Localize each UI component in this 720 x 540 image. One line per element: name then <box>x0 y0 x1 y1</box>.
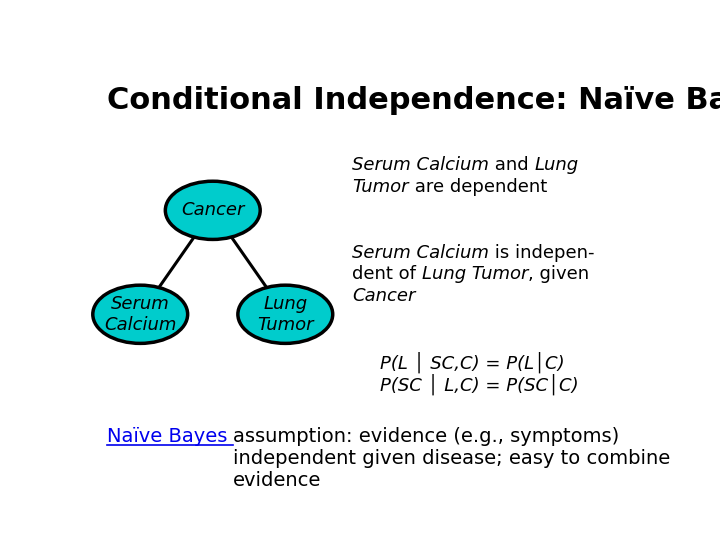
Ellipse shape <box>93 285 188 343</box>
Text: is indepen-: is indepen- <box>489 244 595 261</box>
Text: Lung
Tumor: Lung Tumor <box>257 295 313 334</box>
Text: Serum
Calcium: Serum Calcium <box>104 295 176 334</box>
Text: Naïve Bayes: Naïve Bayes <box>107 427 233 446</box>
Text: , given: , given <box>528 265 590 283</box>
Text: Lung Tumor: Lung Tumor <box>422 265 528 283</box>
Text: Cancer: Cancer <box>181 201 245 219</box>
Text: and: and <box>489 156 534 174</box>
Text: assumption: evidence (e.g., symptoms)
independent given disease; easy to combine: assumption: evidence (e.g., symptoms) in… <box>233 427 670 490</box>
Ellipse shape <box>166 181 260 239</box>
Text: P(L │ SC,C) = P(L│C): P(L │ SC,C) = P(L│C) <box>380 352 564 373</box>
Text: Tumor: Tumor <box>352 178 409 196</box>
Text: Serum Calcium: Serum Calcium <box>352 244 489 261</box>
Text: P(SC │ L,C) = P(SC│C): P(SC │ L,C) = P(SC│C) <box>380 373 579 395</box>
Text: Serum Calcium: Serum Calcium <box>352 156 489 174</box>
Text: are dependent: are dependent <box>409 178 547 196</box>
Text: dent of: dent of <box>352 265 422 283</box>
Text: Cancer: Cancer <box>352 287 415 305</box>
Ellipse shape <box>238 285 333 343</box>
Text: Conditional Independence: Naïve Bayes: Conditional Independence: Naïve Bayes <box>107 85 720 114</box>
Text: Lung: Lung <box>534 156 579 174</box>
